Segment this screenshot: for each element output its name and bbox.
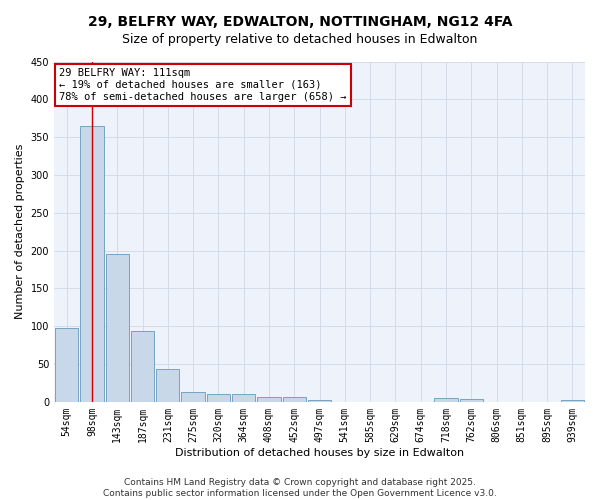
Bar	[181, 392, 205, 402]
Bar	[561, 400, 584, 402]
Text: Contains HM Land Registry data © Crown copyright and database right 2025.
Contai: Contains HM Land Registry data © Crown c…	[103, 478, 497, 498]
Bar	[434, 398, 458, 402]
Bar	[55, 328, 79, 402]
Bar	[131, 332, 154, 402]
Bar	[80, 126, 104, 402]
Bar	[207, 394, 230, 402]
Bar	[232, 394, 256, 402]
Bar	[156, 368, 179, 402]
Text: 29, BELFRY WAY, EDWALTON, NOTTINGHAM, NG12 4FA: 29, BELFRY WAY, EDWALTON, NOTTINGHAM, NG…	[88, 15, 512, 29]
X-axis label: Distribution of detached houses by size in Edwalton: Distribution of detached houses by size …	[175, 448, 464, 458]
Bar	[283, 398, 306, 402]
Y-axis label: Number of detached properties: Number of detached properties	[15, 144, 25, 320]
Bar	[257, 398, 281, 402]
Text: 29 BELFRY WAY: 111sqm
← 19% of detached houses are smaller (163)
78% of semi-det: 29 BELFRY WAY: 111sqm ← 19% of detached …	[59, 68, 347, 102]
Bar	[460, 399, 483, 402]
Text: Size of property relative to detached houses in Edwalton: Size of property relative to detached ho…	[122, 32, 478, 46]
Bar	[106, 254, 129, 402]
Bar	[308, 400, 331, 402]
